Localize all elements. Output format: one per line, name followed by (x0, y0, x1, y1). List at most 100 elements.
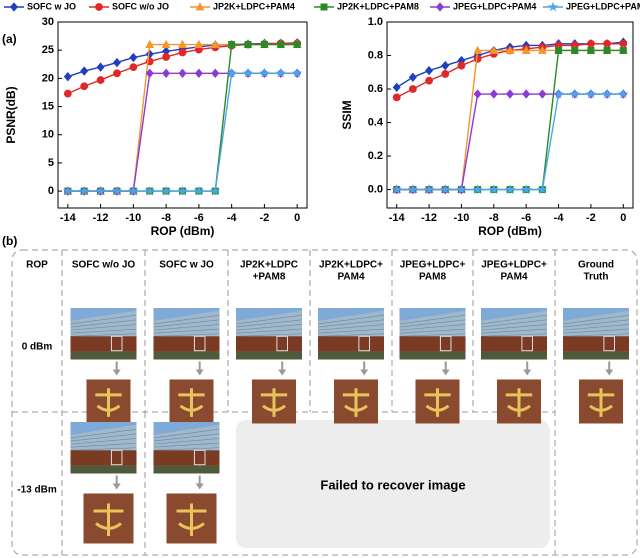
ground (70, 351, 137, 360)
banner (236, 336, 302, 352)
y-tick-label: 30 (42, 16, 54, 28)
window-row (153, 442, 220, 448)
plot-frame (57, 21, 308, 209)
column-header: JP2K+LDPC+ (319, 260, 383, 271)
window-row (399, 328, 466, 334)
zoom-patch (579, 379, 623, 424)
series-line (396, 93, 624, 191)
x-tick-label: -6 (521, 212, 531, 224)
window-row (317, 319, 385, 328)
marker (145, 39, 155, 48)
marker (210, 39, 220, 48)
ground (318, 351, 384, 360)
window-row (317, 328, 385, 334)
marker (425, 76, 433, 85)
thumbnail (317, 308, 385, 376)
window-row (153, 433, 220, 442)
window-row (153, 324, 220, 331)
building (153, 310, 220, 340)
marker (408, 85, 417, 93)
banner (399, 336, 466, 352)
marker (521, 45, 531, 54)
window-row (317, 324, 385, 331)
highlight (521, 335, 533, 352)
marker (63, 72, 72, 82)
x-tick-label: -10 (453, 212, 469, 224)
banner (153, 336, 220, 352)
legend-label: SOFC w JO (27, 1, 76, 11)
marker (178, 68, 187, 78)
window-row (70, 333, 137, 337)
banner (481, 336, 547, 352)
marker (293, 41, 301, 49)
highlight (276, 335, 288, 352)
building (318, 310, 384, 340)
window-row (480, 314, 548, 325)
glyph (505, 388, 533, 417)
arrow-head (195, 369, 204, 376)
column-header: Truth (584, 272, 609, 283)
legend-label: JP2K+LDPC+PAM4 (213, 1, 295, 11)
marker (547, 1, 559, 12)
building (70, 424, 137, 454)
thumbnail (399, 308, 466, 376)
window-row (153, 328, 220, 334)
column-header: ROP (26, 260, 48, 271)
marker (571, 46, 579, 54)
thumbnail (70, 422, 137, 490)
arrow-head (278, 369, 287, 376)
marker (436, 2, 444, 12)
marker (408, 72, 417, 82)
x-tick-label: -4 (227, 212, 238, 224)
banner (318, 336, 384, 352)
marker (505, 45, 515, 54)
marker (472, 184, 483, 194)
marker (391, 184, 402, 194)
y-axis-label: SSIM (340, 100, 354, 129)
window-row (153, 314, 220, 325)
banner (70, 336, 137, 352)
window-row (70, 319, 137, 328)
zoom-patch (86, 379, 131, 424)
window-row (562, 333, 630, 337)
column-header: SOFC w JO (159, 260, 214, 271)
window-row (399, 319, 466, 328)
marker (95, 185, 106, 196)
banner (70, 450, 137, 466)
marker (489, 45, 499, 54)
x-tick-label: -2 (260, 212, 270, 224)
highlight (193, 449, 206, 466)
ground (399, 351, 466, 360)
marker (569, 88, 580, 99)
building (399, 310, 466, 340)
marker (195, 2, 205, 11)
window-row (235, 328, 303, 334)
marker (457, 61, 466, 70)
ground (236, 351, 302, 360)
column-header: +PAM8 (253, 272, 286, 283)
window-row (70, 314, 137, 325)
marker (441, 70, 450, 78)
highlight (358, 335, 370, 352)
marker (244, 41, 252, 49)
marker (277, 41, 285, 49)
marker (129, 52, 138, 63)
building (481, 310, 547, 340)
marker (226, 67, 237, 78)
arrow-head (441, 369, 450, 376)
x-tick-label: -14 (389, 212, 406, 224)
marker (145, 68, 154, 78)
window-row (235, 333, 303, 337)
window-row (70, 324, 137, 331)
highlight (439, 335, 452, 352)
window-row (70, 442, 137, 448)
y-tick-label: 0.2 (368, 150, 383, 162)
banner (153, 450, 220, 466)
marker (275, 67, 286, 78)
marker (555, 46, 563, 54)
arrow-head (112, 369, 121, 376)
marker (210, 185, 221, 196)
y-tick-label: 10 (42, 129, 54, 141)
thumbnail (70, 308, 137, 376)
thumbnail (235, 308, 303, 376)
